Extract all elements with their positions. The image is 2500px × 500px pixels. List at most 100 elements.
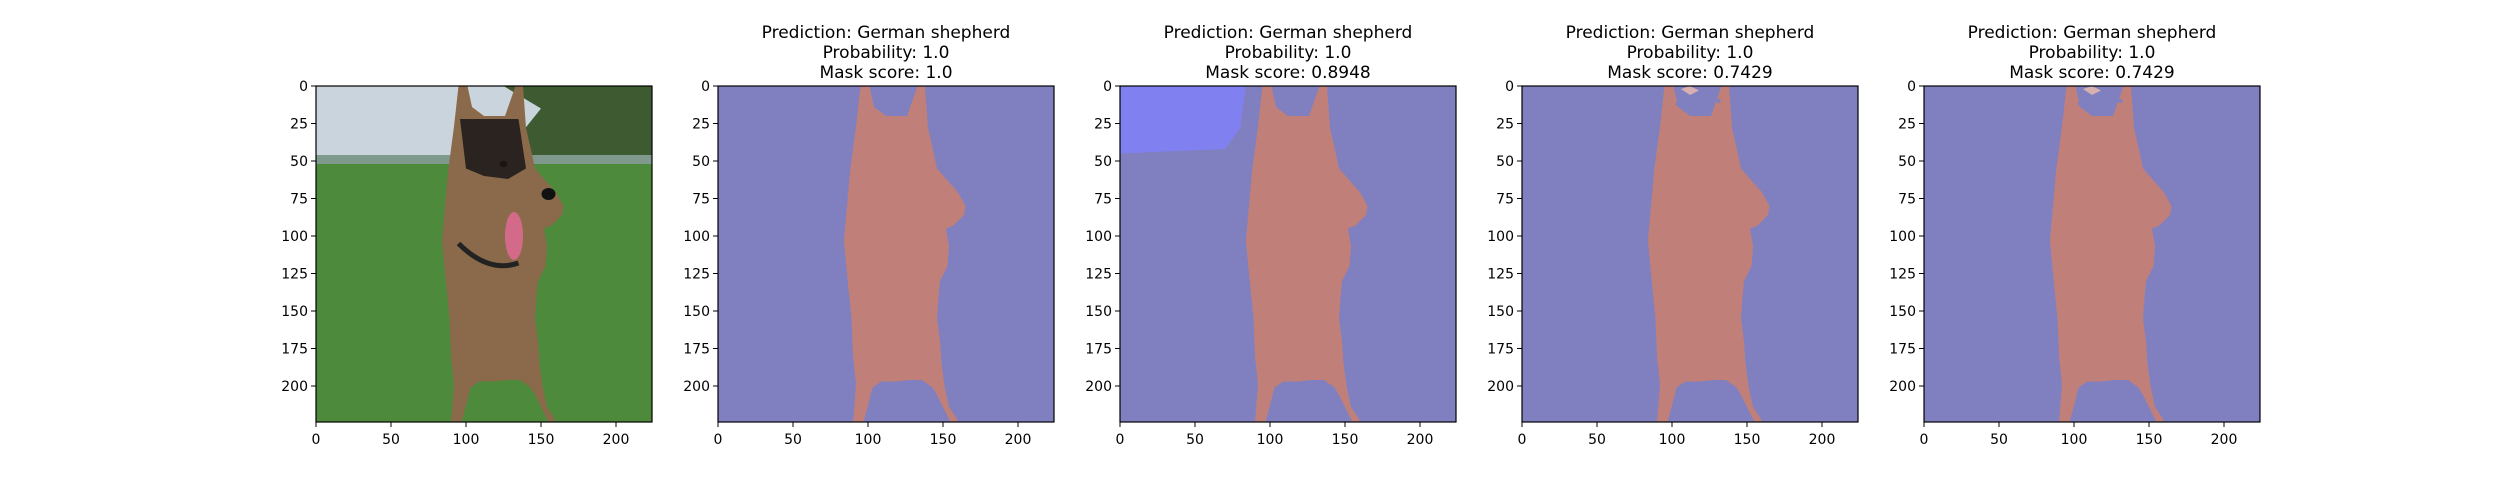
y-tick-label: 0 (1907, 79, 1916, 95)
panel-image (1120, 86, 1456, 422)
y-tick-label: 175 (683, 342, 710, 358)
mask-speckle (2083, 86, 2101, 95)
x-tick-label: 0 (1116, 432, 1125, 448)
y-tick-label: 75 (692, 192, 710, 208)
y-tick-label: 100 (1085, 229, 1112, 245)
panel-1: 0 50 100 150 200 0 25 50 75 100 125 150 175 200 (281, 79, 653, 448)
dog-mask (1648, 86, 1770, 422)
y-tick-label: 125 (1889, 267, 1916, 283)
panel-title-line: Prediction: German shepherd (1164, 23, 1413, 43)
x-tick-label: 50 (1588, 432, 1606, 448)
x-tick-label: 50 (1186, 432, 1204, 448)
panel-title-line: Mask score: 0.8948 (1205, 63, 1370, 83)
dog-saddle (460, 119, 526, 179)
dog-tongue (505, 212, 523, 260)
y-tick-label: 175 (1487, 342, 1514, 358)
dog-collar (456, 241, 520, 269)
y-tick-label: 200 (281, 379, 308, 395)
axes-frame (1119, 85, 1457, 423)
panel-title-line: Probability: 1.0 (823, 43, 950, 63)
axes-frame (1521, 85, 1859, 423)
y-tick-label: 50 (1496, 154, 1514, 170)
y-tick-label: 100 (281, 229, 308, 245)
y-tick-label: 125 (281, 267, 308, 283)
y-tick-label: 25 (692, 117, 710, 133)
mask-speckle (2098, 101, 2104, 107)
x-tick-label: 0 (312, 432, 321, 448)
x-tick-label: 50 (382, 432, 400, 448)
x-tick-label: 100 (1257, 432, 1284, 448)
y-tick-label: 25 (290, 117, 308, 133)
mask-speckle (2118, 98, 2123, 104)
y-tick-label: 100 (683, 229, 710, 245)
y-tick-label: 0 (701, 79, 710, 95)
trees (503, 86, 652, 164)
y-tick-label: 200 (1889, 379, 1916, 395)
y-tick-label: 25 (1898, 117, 1916, 133)
y-tick-label: 25 (1094, 117, 1112, 133)
mask-speckle (2077, 101, 2083, 107)
y-tick-label: 75 (1496, 192, 1514, 208)
y-tick-label: 50 (1898, 154, 1916, 170)
x-tick-label: 100 (1659, 432, 1686, 448)
mask-speckle (1699, 94, 1705, 99)
panel-title-line: Probability: 1.0 (1225, 43, 1352, 63)
dog-nose (541, 188, 556, 200)
x-tick-label: 50 (1990, 432, 2008, 448)
y-tick-label: 200 (1487, 379, 1514, 395)
x-tick-label: 150 (528, 432, 555, 448)
y-tick-label: 0 (299, 79, 308, 95)
y-tick-label: 150 (1889, 304, 1916, 320)
x-tick-label: 150 (1734, 432, 1761, 448)
y-tick-label: 150 (281, 304, 308, 320)
dog-mask (2050, 86, 2172, 422)
x-tick-label: 0 (714, 432, 723, 448)
mask-speckle (1675, 101, 1681, 107)
panel-image (316, 86, 652, 422)
y-tick-label: 0 (1103, 79, 1112, 95)
x-tick-label: 100 (453, 432, 480, 448)
panel-title-line: Mask score: 0.7429 (1607, 63, 1772, 83)
mask-speckle (2101, 94, 2107, 99)
panel-2: 0 50 100 150 200 0 25 50 75 100 125 150 175 200 Predic… (683, 23, 1055, 448)
y-tick-label: 125 (683, 267, 710, 283)
y-tick-label: 100 (1889, 229, 1916, 245)
y-tick-label: 175 (1085, 342, 1112, 358)
panel-3: 0 50 100 150 200 0 25 50 75 100 125 150 175 200 Predic… (1085, 23, 1457, 448)
y-tick-label: 75 (1094, 192, 1112, 208)
mask-speckle (1681, 86, 1699, 95)
y-tick-label: 200 (1085, 379, 1112, 395)
panel-title-line: Probability: 1.0 (2029, 43, 2156, 63)
mask-speckle (1708, 89, 1714, 95)
x-tick-label: 100 (855, 432, 882, 448)
panel-5: 0 50 100 150 200 0 25 50 75 100 125 150 175 200 Predic… (1889, 23, 2261, 448)
x-tick-label: 0 (1920, 432, 1929, 448)
y-tick-label: 125 (1487, 267, 1514, 283)
extra-mask-region (1120, 86, 1246, 154)
mask-speckle (1696, 101, 1702, 107)
y-tick-label: 175 (281, 342, 308, 358)
axes-frame (717, 85, 1055, 423)
y-tick-label: 25 (1496, 117, 1514, 133)
y-tick-label: 50 (290, 154, 308, 170)
panel-4: 0 50 100 150 200 0 25 50 75 100 125 150 175 200 Predic… (1487, 23, 1859, 448)
y-tick-label: 150 (683, 304, 710, 320)
y-tick-label: 50 (1094, 154, 1112, 170)
y-tick-label: 0 (1505, 79, 1514, 95)
x-tick-label: 100 (2061, 432, 2088, 448)
x-tick-label: 50 (784, 432, 802, 448)
dog-mask (1246, 86, 1368, 422)
panel-title-line: Mask score: 1.0 (819, 63, 952, 83)
y-tick-label: 175 (1889, 342, 1916, 358)
y-tick-label: 75 (290, 192, 308, 208)
axes-frame (1923, 85, 2261, 423)
mask-speckle (2110, 89, 2116, 95)
panel-image (718, 86, 1054, 422)
x-tick-label: 150 (1332, 432, 1359, 448)
y-tick-label: 200 (683, 379, 710, 395)
x-tick-label: 150 (930, 432, 957, 448)
panel-image (1924, 86, 2260, 422)
x-tick-label: 0 (1518, 432, 1527, 448)
x-tick-label: 200 (1407, 432, 1434, 448)
dog-eye (499, 161, 508, 167)
